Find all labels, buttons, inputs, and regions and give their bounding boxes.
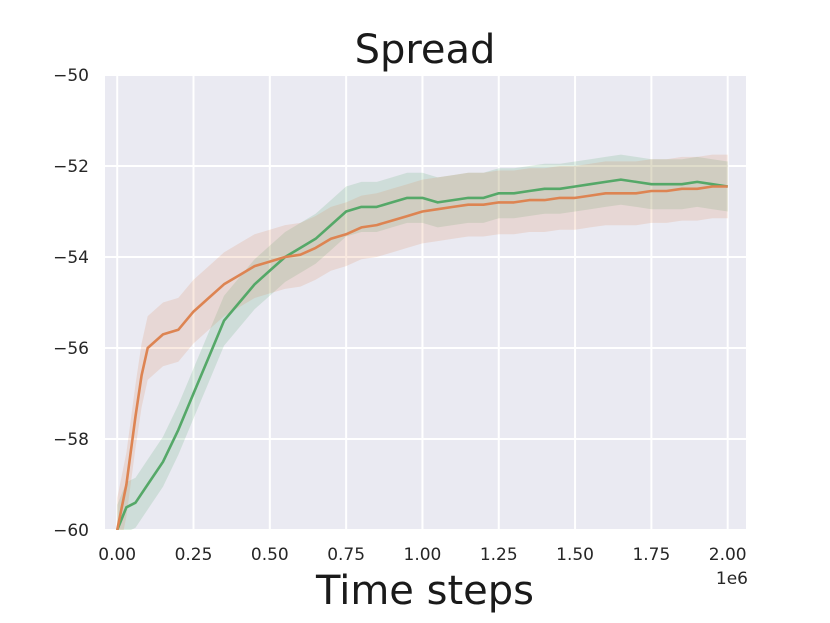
series-2-line <box>115 185 728 530</box>
y-tick-label: −52 <box>53 157 89 177</box>
y-tick-label: −58 <box>53 430 89 450</box>
chart-title: Spread <box>355 27 496 73</box>
x-axis-label: Time steps <box>315 568 534 614</box>
x-offset-label: 1e6 <box>716 569 748 589</box>
x-tick-label: 0.00 <box>98 545 136 565</box>
plot-area <box>105 75 746 530</box>
series-2-band <box>117 154 728 530</box>
x-tick-label: 0.75 <box>327 545 365 565</box>
y-tick-label: −54 <box>53 248 89 268</box>
x-tick-label: 0.50 <box>251 545 289 565</box>
series-lines <box>115 178 728 530</box>
x-tick-label: 1.50 <box>556 545 594 565</box>
y-tick-label: −50 <box>53 66 89 86</box>
x-tick-label: 1.75 <box>632 545 670 565</box>
y-tick-labels: −60 −58 −56 −54 −52 −50 <box>53 66 89 541</box>
series-1-band <box>117 154 728 530</box>
x-tick-label: 1.25 <box>480 545 518 565</box>
series-1-line <box>115 178 728 530</box>
x-tick-label: 0.25 <box>175 545 213 565</box>
x-tick-label: 2.00 <box>709 545 747 565</box>
grid-lines <box>105 74 746 531</box>
y-tick-label: −60 <box>53 521 89 541</box>
x-tick-labels: 0.00 0.25 0.50 0.75 1.00 1.25 1.50 1.75 2.00 <box>98 545 746 565</box>
x-tick-label: 1.00 <box>404 545 442 565</box>
confidence-bands <box>117 154 728 530</box>
y-tick-label: −56 <box>53 339 89 359</box>
